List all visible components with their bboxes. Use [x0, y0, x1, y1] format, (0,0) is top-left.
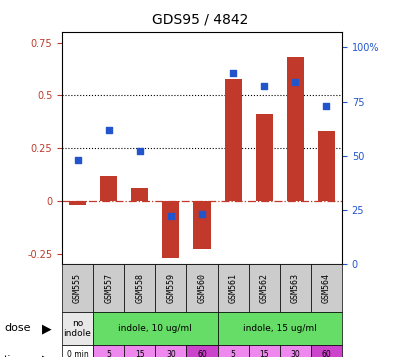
Bar — [256, 114, 273, 201]
Text: GSM555: GSM555 — [73, 273, 82, 303]
Text: dose: dose — [4, 323, 30, 333]
Text: 15
minute: 15 minute — [126, 350, 153, 357]
Text: GSM561: GSM561 — [229, 273, 238, 303]
Text: ▶: ▶ — [42, 353, 52, 357]
Text: 60
minute: 60 minute — [188, 350, 216, 357]
Point — [323, 103, 330, 109]
Text: 5
minute: 5 minute — [95, 350, 122, 357]
Bar — [162, 201, 180, 258]
Point — [199, 211, 205, 217]
Text: indole, 15 ug/ml: indole, 15 ug/ml — [243, 324, 317, 333]
Text: GSM562: GSM562 — [260, 273, 269, 303]
Text: GSM558: GSM558 — [135, 273, 144, 303]
Text: 30
minute: 30 minute — [157, 350, 184, 357]
Bar — [100, 176, 117, 201]
Text: 60
minute: 60 minute — [313, 350, 340, 357]
Point — [230, 70, 236, 76]
Text: GDS95 / 4842: GDS95 / 4842 — [152, 12, 248, 26]
Bar — [131, 188, 148, 201]
Point — [136, 149, 143, 154]
Text: 5
minute: 5 minute — [220, 350, 247, 357]
Text: GSM560: GSM560 — [198, 273, 206, 303]
Text: no
indole: no indole — [64, 319, 92, 338]
Point — [74, 157, 81, 163]
Text: ▶: ▶ — [42, 322, 52, 335]
Text: time: time — [4, 355, 29, 357]
Point — [106, 127, 112, 132]
Bar — [287, 57, 304, 201]
Text: 30
minute: 30 minute — [282, 350, 309, 357]
Point — [261, 84, 268, 89]
Text: indole, 10 ug/ml: indole, 10 ug/ml — [118, 324, 192, 333]
Point — [292, 79, 298, 85]
Bar — [194, 201, 210, 250]
Bar — [318, 131, 335, 201]
Text: 15
minute: 15 minute — [251, 350, 278, 357]
Bar — [69, 201, 86, 205]
Point — [168, 213, 174, 219]
Text: GSM563: GSM563 — [291, 273, 300, 303]
Text: GSM557: GSM557 — [104, 273, 113, 303]
Text: GSM559: GSM559 — [166, 273, 175, 303]
Text: 0 min
ute: 0 min ute — [67, 350, 88, 357]
Text: GSM564: GSM564 — [322, 273, 331, 303]
Bar — [224, 79, 242, 201]
